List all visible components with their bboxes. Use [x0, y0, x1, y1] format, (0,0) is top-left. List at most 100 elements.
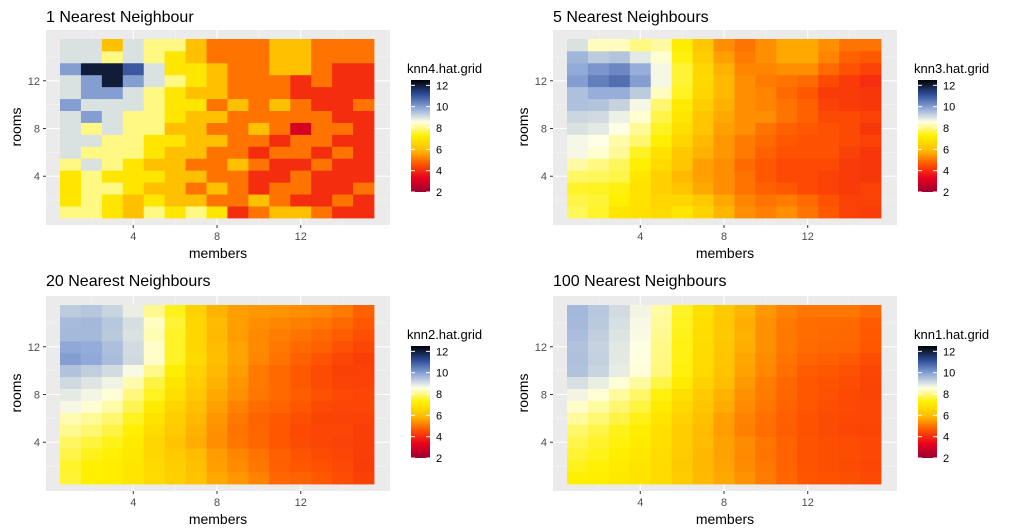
heatmap-cell — [206, 158, 228, 171]
heatmap-cell — [101, 400, 124, 413]
heatmap-cell — [60, 305, 82, 318]
plot-panel — [553, 30, 897, 225]
colorbar — [918, 346, 937, 458]
heatmap-cell — [353, 74, 375, 88]
heatmap-cell — [311, 316, 333, 330]
heatmap-cell — [311, 62, 333, 76]
heatmap-cell — [332, 122, 354, 135]
heatmap-cell — [164, 98, 186, 111]
legend-title: knn3.hat.grid — [914, 61, 989, 76]
heatmap-cell — [332, 316, 354, 330]
heatmap-cell — [290, 472, 312, 485]
heatmap-cell — [143, 472, 166, 485]
heatmap-cell — [353, 194, 375, 207]
heatmap-cell — [353, 328, 375, 342]
heatmap-cell — [60, 376, 82, 389]
heatmap-cell — [839, 412, 861, 425]
heatmap-cell — [101, 86, 124, 100]
heatmap-cell — [332, 424, 354, 437]
heatmap-cell — [353, 412, 375, 425]
heatmap-cell — [692, 122, 714, 135]
heatmap-cell — [60, 472, 82, 485]
heatmap-cell — [206, 122, 228, 135]
heatmap-cell — [227, 50, 249, 64]
heatmap-cell — [692, 134, 714, 147]
heatmap-cell — [818, 376, 840, 389]
heatmap-cell — [776, 316, 798, 330]
heatmap-cell — [122, 39, 145, 52]
heatmap-cell — [60, 74, 82, 88]
heatmap-cell — [101, 98, 124, 111]
y-axis-title: rooms — [515, 108, 531, 147]
heatmap-cell — [629, 388, 652, 401]
heatmap-cell — [755, 39, 777, 52]
heatmap-cell — [713, 182, 735, 195]
heatmap-cell — [206, 74, 228, 88]
heatmap-cell — [248, 316, 270, 330]
heatmap-cell — [839, 472, 861, 485]
heatmap-cell — [567, 146, 589, 159]
heatmap-cell — [860, 39, 882, 52]
heatmap-cell — [311, 412, 333, 425]
heatmap-cell — [839, 352, 861, 366]
heatmap-cell — [650, 448, 673, 461]
heatmap-cell — [671, 206, 693, 219]
y-tick-label: 8 — [34, 124, 40, 136]
heatmap-cell — [101, 122, 124, 135]
heatmap-cell — [206, 134, 228, 147]
heatmap-cell — [80, 424, 103, 437]
heatmap-cell — [713, 472, 735, 485]
heatmap-cell — [101, 472, 124, 485]
heatmap-cell — [629, 194, 652, 207]
heatmap-cell — [80, 158, 103, 171]
heatmap-cell — [629, 424, 652, 437]
heatmap-cell — [185, 62, 207, 76]
heatmap-cell — [143, 460, 166, 473]
heatmap-cell — [311, 98, 333, 111]
heatmap-cell — [734, 424, 756, 437]
heatmap-cell — [143, 376, 166, 389]
heatmap-cell — [122, 436, 145, 449]
heatmap-cell — [164, 146, 186, 159]
heatmap-cell — [587, 74, 610, 88]
heatmap-cell — [101, 39, 124, 52]
heatmap-cell — [164, 316, 186, 330]
heatmap-cell — [206, 206, 228, 219]
heatmap-cell — [650, 412, 673, 425]
heatmap-cell — [290, 412, 312, 425]
heatmap-cell — [143, 39, 166, 52]
heatmap-cell — [290, 448, 312, 461]
heatmap-cell — [776, 436, 798, 449]
heatmap-cell — [797, 146, 819, 159]
heatmap-cell — [671, 194, 693, 207]
heatmap-cell — [269, 110, 291, 123]
heatmap-cell — [860, 62, 882, 76]
heatmap-cell — [143, 305, 166, 318]
heatmap-cell — [353, 86, 375, 100]
heatmap-cell — [206, 412, 228, 425]
heatmap-cell — [269, 86, 291, 100]
heatmap-cell — [734, 305, 756, 318]
heatmap-cell — [248, 412, 270, 425]
y-tick-label: 4 — [34, 171, 40, 183]
legend-tick-label: 10 — [943, 102, 955, 114]
facet-knn1: 1 Nearest Neighbour members rooms knn4.h… — [0, 0, 506, 265]
heatmap-cell — [629, 110, 652, 123]
heatmap-cell — [143, 206, 166, 219]
heatmap-cell — [80, 328, 103, 342]
heatmap-cell — [755, 376, 777, 389]
heatmap-cell — [101, 158, 124, 171]
heatmap-cell — [734, 352, 756, 366]
heatmap-cell — [164, 206, 186, 219]
heatmap-cell — [164, 305, 186, 318]
heatmap-cell — [311, 39, 333, 52]
heatmap-cell — [755, 170, 777, 183]
heatmap-cell — [206, 388, 228, 401]
heatmap-cell — [143, 424, 166, 437]
heatmap-cell — [818, 340, 840, 354]
heatmap-cell — [608, 86, 631, 100]
heatmap-cell — [185, 328, 207, 342]
heatmap-cell — [797, 424, 819, 437]
heatmap-cell — [755, 146, 777, 159]
heatmap-cell — [860, 448, 882, 461]
